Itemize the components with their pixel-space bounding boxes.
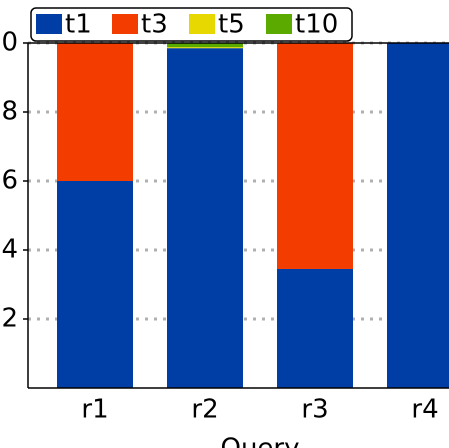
x-tick-label: r1 xyxy=(81,395,108,425)
y-tick-label: 1.0 xyxy=(0,28,18,58)
legend-label: t3 xyxy=(141,10,168,40)
legend-swatch xyxy=(189,14,215,34)
y-tick-label: 0.4 xyxy=(0,235,18,265)
bar-segment xyxy=(167,48,243,389)
bar-segment xyxy=(167,47,243,49)
legend: t1 t3 t5 t10 xyxy=(30,7,353,42)
legend-swatch xyxy=(266,14,292,34)
bar-segment xyxy=(57,43,133,181)
bar-segment xyxy=(277,268,353,388)
legend-label: t1 xyxy=(65,10,92,40)
legend-swatch xyxy=(36,14,62,34)
legend-label: t10 xyxy=(295,10,338,40)
bar-segment xyxy=(57,181,133,388)
bar-segment xyxy=(277,43,353,269)
bar-segment xyxy=(167,43,243,48)
y-tick-label: 0.6 xyxy=(0,166,18,196)
legend-label: t5 xyxy=(218,10,245,40)
bar-segment xyxy=(387,43,449,388)
y-tick-label: 0.2 xyxy=(0,304,18,334)
x-axis-label: Query xyxy=(220,434,299,448)
x-tick-label: r2 xyxy=(191,395,218,425)
legend-swatch xyxy=(112,14,138,34)
x-tick-label: r4 xyxy=(411,395,438,425)
x-tick-label: r3 xyxy=(301,395,328,425)
y-tick-label: 0.8 xyxy=(0,97,18,127)
